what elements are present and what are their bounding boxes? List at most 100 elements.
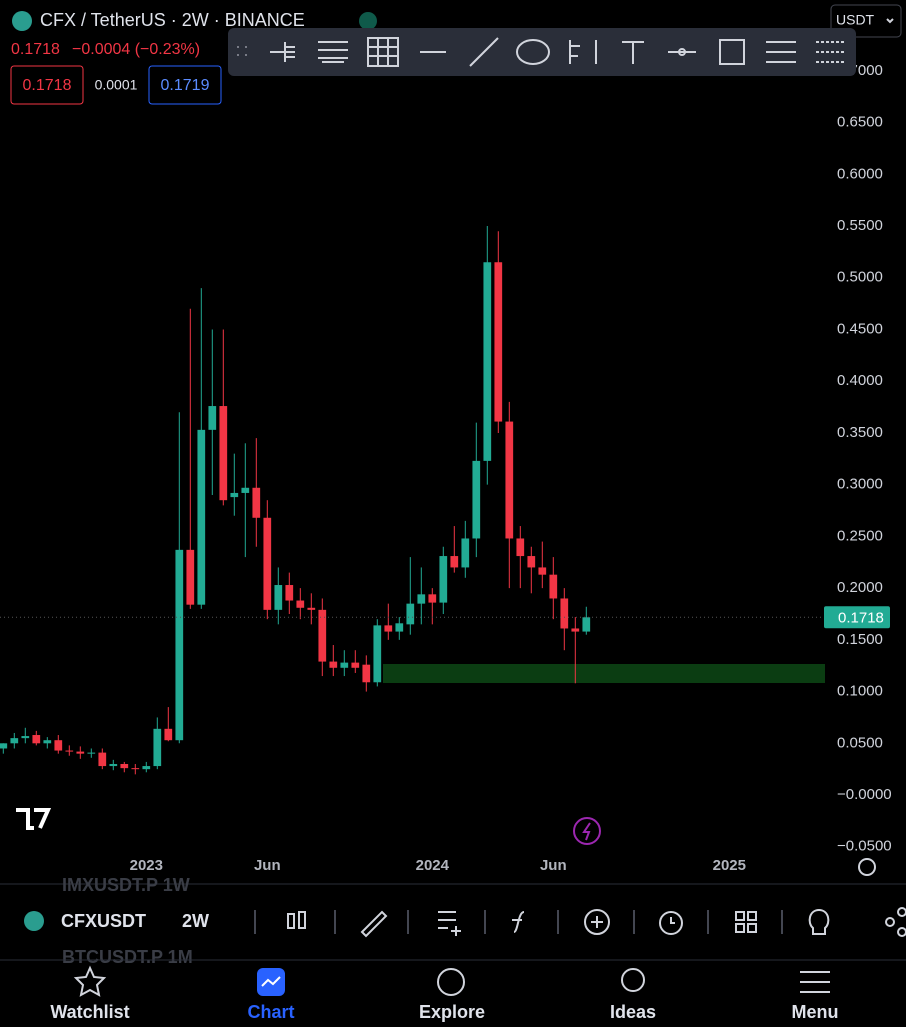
candle-body xyxy=(505,421,514,539)
candle-body xyxy=(329,661,338,668)
candle-body xyxy=(560,598,569,629)
candle-body xyxy=(186,549,195,605)
candle-body xyxy=(538,567,547,575)
y-tick-label: 0.0500 xyxy=(837,734,883,751)
candle-body xyxy=(164,728,173,741)
candle-body xyxy=(153,728,162,767)
y-tick-label: 0.2000 xyxy=(837,579,883,596)
candle-body xyxy=(252,487,261,518)
candle-body xyxy=(362,664,371,683)
candle-body xyxy=(219,406,228,501)
explore-icon[interactable] xyxy=(437,968,465,996)
last-price-badge xyxy=(824,606,890,629)
ask: 0.1719 xyxy=(161,77,210,94)
y-tick-label: 0.5500 xyxy=(837,217,883,234)
candle-body xyxy=(395,623,404,632)
x-tick-label: 2024 xyxy=(416,857,450,874)
drawing-toolbar xyxy=(228,28,856,76)
interval[interactable]: 2W xyxy=(182,911,209,931)
candle-body xyxy=(54,740,63,751)
last-price-label: 0.1718 xyxy=(838,609,884,626)
candle-body xyxy=(142,766,151,770)
ideas-icon[interactable] xyxy=(621,968,645,992)
candle-body xyxy=(131,768,140,770)
candle-body xyxy=(516,538,525,557)
lightning-icon[interactable] xyxy=(573,817,601,845)
candle-body xyxy=(428,594,437,603)
symbol-bar-icons[interactable] xyxy=(254,907,906,938)
candle-body xyxy=(175,549,184,741)
x-tick-label: Jun xyxy=(254,857,281,874)
candle-body xyxy=(406,603,415,625)
support-zone xyxy=(383,664,825,683)
candle-body xyxy=(296,600,305,608)
candle-body xyxy=(197,429,206,605)
dropdown-arrow xyxy=(886,18,894,24)
candle-body xyxy=(582,617,591,632)
menu-icon[interactable] xyxy=(800,971,830,993)
y-tick-label: −0.0000 xyxy=(837,786,892,803)
price-change: −0.0004 (−0.23%) xyxy=(72,41,200,58)
candle-body xyxy=(263,517,272,610)
status-dot xyxy=(359,12,377,30)
nav-label[interactable]: Menu xyxy=(792,1002,839,1022)
nav-label[interactable]: Explore xyxy=(419,1002,485,1022)
bid-box[interactable] xyxy=(10,65,84,105)
candle-body xyxy=(10,738,19,744)
candle-body xyxy=(230,492,239,498)
candle-body xyxy=(307,607,316,610)
symbol[interactable]: CFXUSDT xyxy=(61,911,146,931)
candle-body xyxy=(0,743,8,749)
candle-body xyxy=(318,609,327,662)
candle-body xyxy=(208,406,217,430)
candle-body xyxy=(241,487,250,493)
y-tick-label: 0.5000 xyxy=(837,269,883,286)
y-tick-label: 0.1500 xyxy=(837,631,883,648)
lightning xyxy=(582,822,591,841)
nav-label[interactable]: Chart xyxy=(247,1002,294,1022)
settings-icon[interactable] xyxy=(858,858,876,876)
coin-icon xyxy=(24,911,44,931)
candle-body xyxy=(439,556,448,603)
y-tick-label: −0.0500 xyxy=(837,838,892,855)
chart-icon-line xyxy=(261,976,281,987)
candle-body xyxy=(274,585,283,610)
candle-body xyxy=(571,628,580,632)
candle-body xyxy=(87,752,96,754)
candle-body xyxy=(285,585,294,601)
candle-body xyxy=(450,556,459,568)
x-tick-label: 2023 xyxy=(130,857,163,874)
candle-body xyxy=(472,460,481,539)
candle-body xyxy=(461,538,470,568)
candle-body xyxy=(76,751,85,754)
currency: USDT xyxy=(836,12,875,28)
candle-body xyxy=(98,752,107,767)
y-tick-label: 0.3500 xyxy=(837,424,883,441)
last-price: 0.1718 xyxy=(11,41,60,58)
watchlist-icon[interactable] xyxy=(73,965,107,997)
candle-body xyxy=(373,625,382,683)
tv-logo xyxy=(16,808,52,830)
ghost-symbol: BTCUSDT.P 1M xyxy=(62,947,193,967)
spread: 0.0001 xyxy=(95,77,138,93)
y-tick-label: 0.3000 xyxy=(837,476,883,493)
nav-label[interactable]: Watchlist xyxy=(50,1002,129,1022)
y-tick-label: 0.4500 xyxy=(837,320,883,337)
y-tick-label: 0.6500 xyxy=(837,114,883,131)
candle-body xyxy=(120,763,129,769)
ghost-symbol: IMXUSDT.P 1W xyxy=(62,875,190,895)
candle-body xyxy=(32,735,41,744)
candle-body xyxy=(65,750,74,752)
chart-title: CFX / TetherUS · 2W · BINANCE xyxy=(40,10,305,30)
candle-body xyxy=(109,763,118,767)
candle-body xyxy=(527,556,536,568)
ask-box[interactable] xyxy=(148,65,222,105)
bid: 0.1718 xyxy=(23,77,72,94)
y-tick-label: 0.4000 xyxy=(837,372,883,389)
nav-label[interactable]: Ideas xyxy=(610,1002,656,1022)
candle-body xyxy=(384,625,393,632)
toolbar-icons[interactable] xyxy=(237,37,846,67)
candle-body xyxy=(417,594,426,604)
